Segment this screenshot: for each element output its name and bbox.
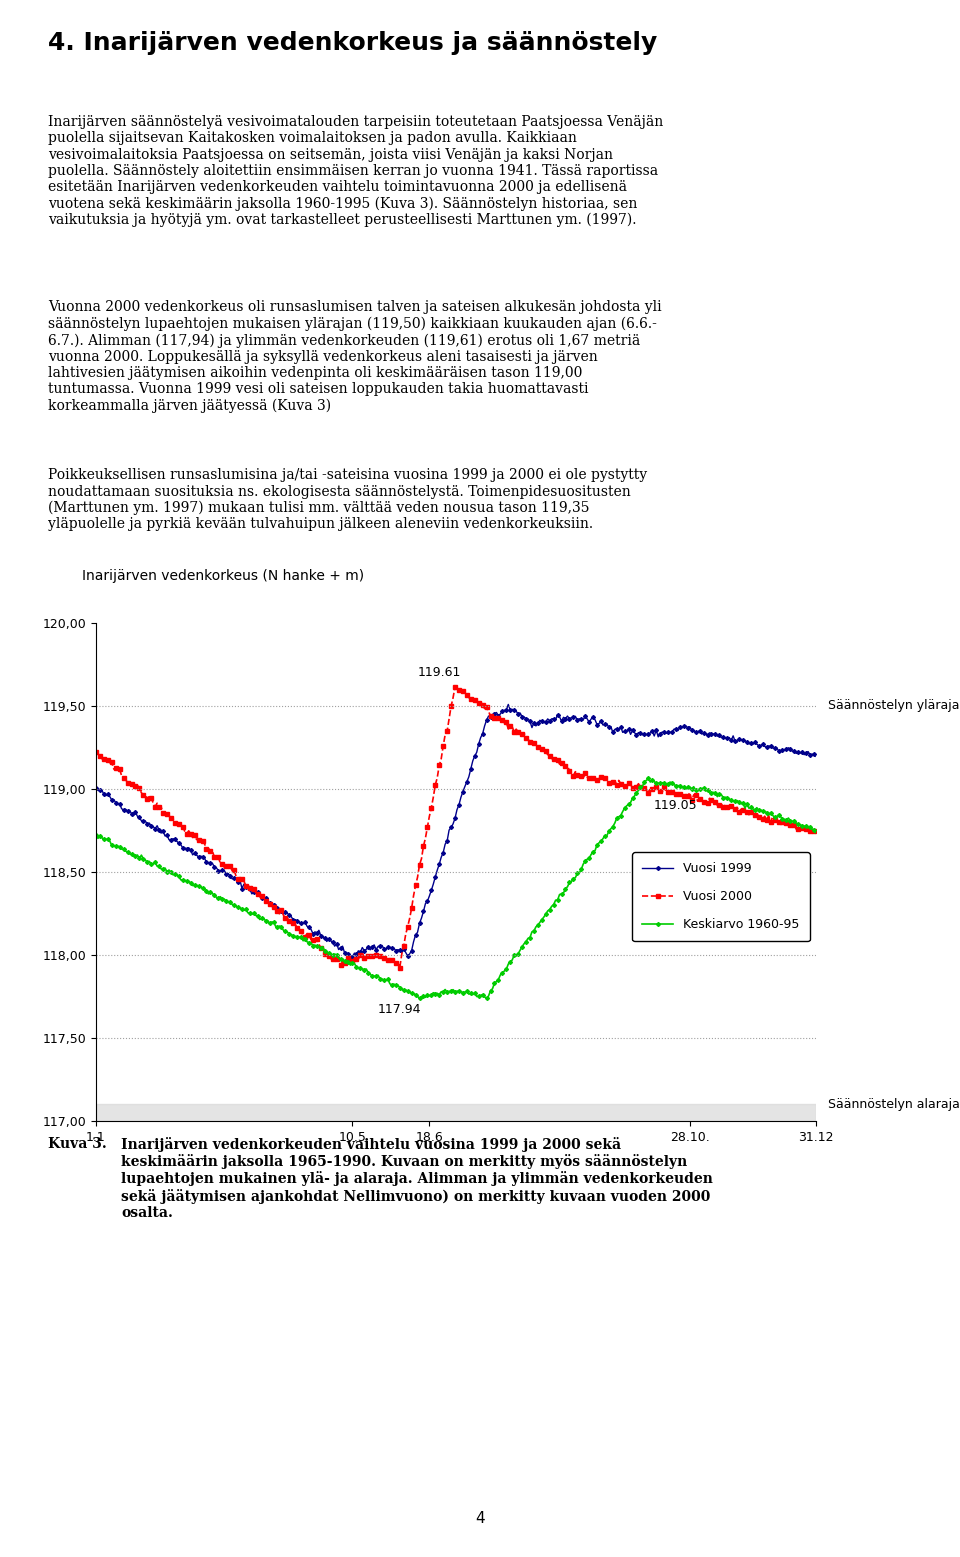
Vuosi 1999 bbox=[238, 875, 250, 894]
Vuosi 1999 bbox=[588, 708, 599, 727]
Line: Vuosi 1999: Vuosi 1999 bbox=[95, 704, 817, 958]
Vuosi 2000 bbox=[212, 847, 224, 866]
Line: Keskiarvo 1960-95: Keskiarvo 1960-95 bbox=[95, 777, 817, 1000]
Text: Inarijärven säännöstelyä vesivoimatalouden tarpeisiin toteutetaan Paatsjoessa Ve: Inarijärven säännöstelyä vesivoimataloud… bbox=[48, 115, 663, 227]
Vuosi 2000 bbox=[90, 743, 102, 761]
Vuosi 2000 bbox=[161, 805, 173, 824]
Text: Säännöstelyn yläraja: Säännöstelyn yläraja bbox=[828, 699, 959, 713]
Keskiarvo 1960-95 bbox=[625, 793, 636, 811]
Keskiarvo 1960-95 bbox=[90, 825, 102, 844]
Bar bbox=[96, 1104, 816, 1121]
Vuosi 2000 bbox=[449, 677, 461, 696]
Vuosi 1999 bbox=[347, 947, 358, 965]
Vuosi 1999 bbox=[90, 778, 102, 797]
Text: Poikkeuksellisen runsaslumisina ja/tai -sateisina vuosina 1999 ja 2000 ei ole py: Poikkeuksellisen runsaslumisina ja/tai -… bbox=[48, 469, 647, 531]
Vuosi 2000 bbox=[238, 872, 250, 891]
Text: Kuva 3.: Kuva 3. bbox=[48, 1137, 107, 1151]
Legend: Vuosi 1999, Vuosi 2000, Keskiarvo 1960-95: Vuosi 1999, Vuosi 2000, Keskiarvo 1960-9… bbox=[632, 852, 809, 942]
Keskiarvo 1960-95 bbox=[810, 824, 822, 842]
Vuosi 1999 bbox=[627, 721, 638, 740]
Keskiarvo 1960-95 bbox=[414, 989, 425, 1007]
Text: Inarijärven vedenkorkeus (N hanke + m): Inarijärven vedenkorkeus (N hanke + m) bbox=[82, 568, 364, 582]
Vuosi 1999 bbox=[481, 710, 492, 729]
Keskiarvo 1960-95 bbox=[212, 889, 224, 908]
Text: Vuonna 2000 vedenkorkeus oli runsaslumisen talven ja sateisen alkukesän johdosta: Vuonna 2000 vedenkorkeus oli runsaslumis… bbox=[48, 301, 661, 413]
Vuosi 1999 bbox=[810, 747, 822, 766]
Text: 119.05: 119.05 bbox=[654, 799, 698, 811]
Vuosi 2000 bbox=[588, 768, 599, 786]
Vuosi 1999 bbox=[502, 694, 514, 713]
Vuosi 2000 bbox=[483, 702, 494, 721]
Keskiarvo 1960-95 bbox=[642, 769, 654, 788]
Keskiarvo 1960-95 bbox=[586, 845, 597, 864]
Vuosi 2000 bbox=[810, 824, 822, 842]
Text: 117.94: 117.94 bbox=[378, 1003, 421, 1017]
Vuosi 2000 bbox=[627, 778, 638, 797]
Text: 4. Inarijärven vedenkorkeus ja säännöstely: 4. Inarijärven vedenkorkeus ja säännöste… bbox=[48, 31, 658, 54]
Keskiarvo 1960-95 bbox=[161, 863, 173, 881]
Text: 4: 4 bbox=[475, 1510, 485, 1526]
Vuosi 1999 bbox=[212, 861, 224, 880]
Line: Vuosi 2000: Vuosi 2000 bbox=[94, 685, 818, 970]
Text: Säännöstelyn alaraja: Säännöstelyn alaraja bbox=[828, 1098, 960, 1112]
Vuosi 2000 bbox=[394, 959, 405, 978]
Text: 119.61: 119.61 bbox=[418, 666, 461, 679]
Text: Inarijärven vedenkorkeuden vaihtelu vuosina 1999 ja 2000 sekä
keskimäärin jaksol: Inarijärven vedenkorkeuden vaihtelu vuos… bbox=[121, 1137, 713, 1221]
Vuosi 1999 bbox=[161, 825, 173, 844]
Keskiarvo 1960-95 bbox=[481, 989, 492, 1007]
Keskiarvo 1960-95 bbox=[238, 902, 250, 920]
